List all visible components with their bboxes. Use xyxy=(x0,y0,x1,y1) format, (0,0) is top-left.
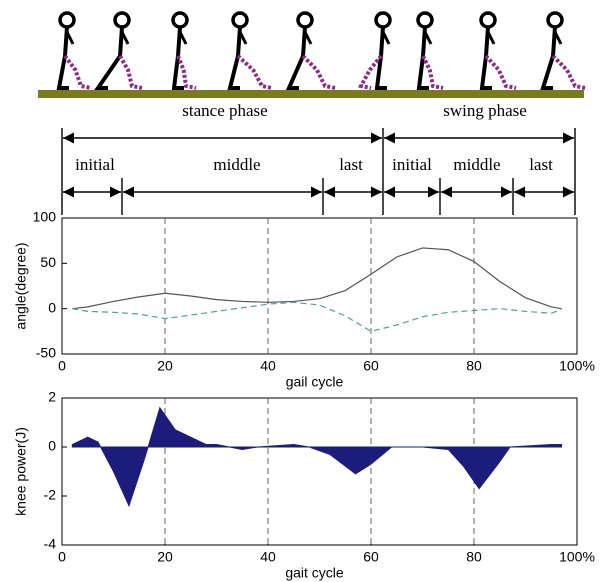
plot-frame xyxy=(61,217,578,355)
arm xyxy=(381,31,391,45)
leg xyxy=(56,55,69,90)
phase-arrows xyxy=(61,128,576,215)
leg xyxy=(479,55,492,90)
data-area xyxy=(71,406,563,508)
head xyxy=(58,11,76,29)
x-tick-label: 40 xyxy=(260,358,276,374)
leg-tracked xyxy=(421,55,444,90)
y-tick-label: 0 xyxy=(48,438,56,454)
leg-tracked xyxy=(551,54,586,90)
arm xyxy=(486,31,496,45)
arm xyxy=(178,31,188,45)
head xyxy=(416,11,434,29)
x-tick-label: 20 xyxy=(157,549,173,565)
leg xyxy=(171,55,184,90)
subphase-label: middle xyxy=(213,155,260,174)
subphase-label: last xyxy=(529,155,553,174)
torso xyxy=(551,26,557,57)
subphase-label: last xyxy=(339,155,363,174)
x-axis-title: gail cycle xyxy=(286,374,344,390)
y-tick-label: -50 xyxy=(36,345,56,361)
torso xyxy=(236,26,242,57)
stance-label: stance phase xyxy=(182,101,267,120)
arm xyxy=(303,31,313,45)
x-tick-label: 100% xyxy=(559,549,595,565)
swing-label: swing phase xyxy=(443,101,527,120)
y-axis-title: knee power(J) xyxy=(13,427,29,516)
arm xyxy=(553,31,563,45)
subphase-label: initial xyxy=(75,155,115,174)
leg xyxy=(374,55,387,90)
y-axis-title: angle(degree) xyxy=(13,242,29,329)
head xyxy=(546,11,564,29)
head xyxy=(296,11,314,29)
leg-tracked xyxy=(118,55,143,90)
arm xyxy=(65,31,75,45)
y-tick-label: 0 xyxy=(48,299,56,315)
head xyxy=(479,11,497,29)
torso xyxy=(118,26,124,57)
x-tick-label: 60 xyxy=(363,358,379,374)
torso xyxy=(379,26,385,57)
ground xyxy=(38,90,584,98)
subphase-label: initial xyxy=(392,155,432,174)
head xyxy=(374,11,392,29)
leg xyxy=(416,55,429,90)
arm xyxy=(423,31,433,45)
torso xyxy=(176,26,182,57)
leg-tracked xyxy=(63,54,92,90)
arm xyxy=(120,31,130,45)
leg xyxy=(227,55,240,90)
x-tick-label: 0 xyxy=(58,358,66,374)
torso xyxy=(63,26,69,57)
head xyxy=(113,11,131,29)
y-tick-label: -4 xyxy=(44,536,57,552)
y-tick-label: 50 xyxy=(40,254,56,270)
leg-tracked xyxy=(484,54,517,90)
torso xyxy=(301,26,307,57)
leg-tracked xyxy=(236,54,273,90)
leg xyxy=(540,55,555,90)
x-tick-label: 20 xyxy=(157,358,173,374)
y-tick-label: -2 xyxy=(44,487,57,503)
x-tick-label: 100% xyxy=(559,358,595,374)
y-tick-label: 100 xyxy=(33,209,57,225)
subphase-label: middle xyxy=(453,155,500,174)
x-tick-label: 60 xyxy=(363,549,379,565)
leg-tracked xyxy=(176,55,197,90)
leg-tracked xyxy=(301,54,336,90)
torso xyxy=(484,26,490,57)
leg xyxy=(285,55,305,90)
walking-figures xyxy=(56,11,586,90)
head xyxy=(171,11,189,29)
x-tick-label: 80 xyxy=(466,549,482,565)
arm xyxy=(238,31,248,45)
data-line xyxy=(72,301,562,332)
data-line xyxy=(72,247,562,310)
leg xyxy=(94,54,122,90)
leg-tracked xyxy=(357,54,383,90)
x-tick-label: 0 xyxy=(58,549,66,565)
x-axis-title: gait cycle xyxy=(285,565,344,581)
torso xyxy=(421,26,427,57)
y-tick-label: 2 xyxy=(48,389,56,405)
head xyxy=(231,11,249,29)
x-tick-label: 40 xyxy=(260,549,276,565)
x-tick-label: 80 xyxy=(466,358,482,374)
